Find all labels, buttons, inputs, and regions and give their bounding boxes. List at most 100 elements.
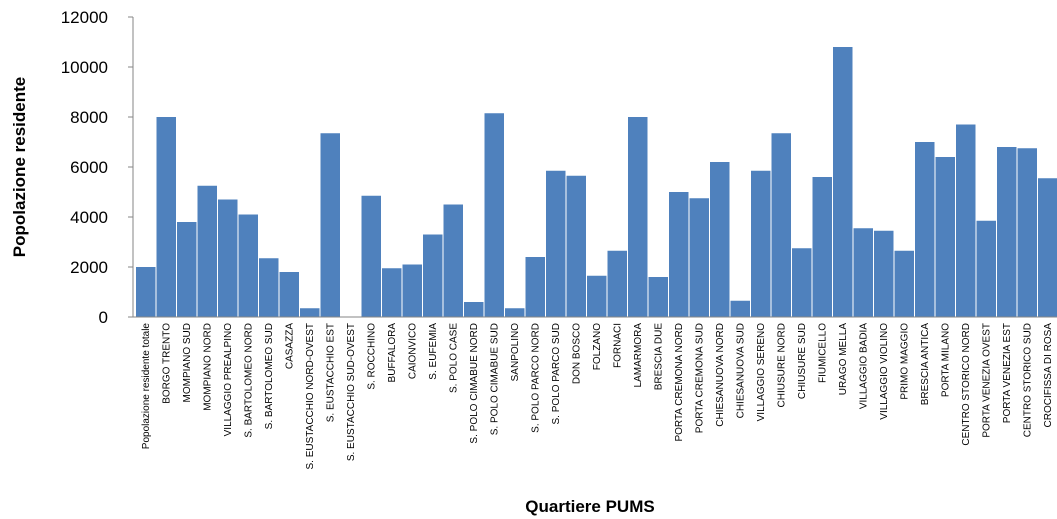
x-tick-label: CHIESANUOVA NORD (715, 323, 726, 427)
x-axis-title: Quartiere PUMS (525, 497, 654, 516)
x-tick-label: PRIMO MAGGIO (899, 323, 910, 400)
bar (874, 230, 894, 317)
x-tick-label: CHIUSURE NORD (776, 323, 787, 407)
x-tick-label: DON BOSCO (571, 323, 582, 384)
bar (997, 147, 1017, 317)
x-tick-label: MOMPIANO NORD (202, 323, 213, 411)
x-tick-label: S. POLO PARCO NORD (530, 323, 541, 433)
x-tick-label: PORTA CREMONA SUD (694, 323, 705, 433)
bar (238, 214, 258, 317)
bar (792, 248, 812, 317)
bar (935, 157, 955, 317)
bar (505, 308, 525, 317)
y-axis-title: Popolazione residente (10, 77, 29, 257)
bar (833, 47, 853, 317)
x-tick-label: BORGO TRENTO (161, 323, 172, 404)
x-tick-label: LAMARMORA (633, 323, 644, 388)
y-tick-label: 6000 (70, 158, 108, 177)
bar (423, 234, 443, 317)
x-tick-label: S. ROCCHINO (366, 323, 377, 390)
x-tick-label: FOLZANO (592, 323, 603, 370)
bar (1017, 148, 1037, 317)
bar (710, 162, 730, 317)
bar (218, 199, 238, 317)
bar (915, 142, 935, 317)
bar (546, 170, 566, 317)
bar (751, 170, 771, 317)
x-tick-label: S. POLO CIMABUE NORD (469, 323, 480, 444)
bar (320, 133, 340, 317)
y-tick-label: 10000 (61, 58, 108, 77)
y-tick-label: 2000 (70, 258, 108, 277)
x-tick-label: CROCIFISSA DI ROSA (1043, 323, 1054, 428)
x-tick-label: FORNACI (612, 323, 623, 368)
bar (669, 192, 689, 317)
x-tick-label: S. EUFEMIA (428, 323, 439, 380)
bar (443, 204, 463, 317)
x-tick-label: BRESCIA ANTICA (920, 323, 931, 406)
x-tick-label: S. EUSTACCHIO SUD-OVEST (346, 323, 357, 461)
y-tick-label: 0 (99, 308, 108, 327)
bar (648, 277, 668, 317)
bar (382, 268, 402, 317)
x-tick-label: CAIONVICO (407, 323, 418, 379)
x-tick-label: S. POLO PARCO SUD (551, 323, 562, 425)
bar (689, 198, 709, 317)
x-tick-label: S. BARTOLOMEO NORD (243, 323, 254, 438)
bars-group (136, 47, 1057, 317)
bar (566, 175, 586, 317)
bar (402, 264, 422, 317)
bar (361, 195, 381, 317)
bar (607, 250, 627, 317)
bar (853, 228, 873, 317)
x-tick-label: SANPOLINO (510, 323, 521, 382)
x-tick-label: MOMPIANO SUD (182, 323, 193, 402)
x-tick-label: CHIUSURE SUD (797, 323, 808, 399)
x-tick-label: PORTA CREMONA NORD (674, 323, 685, 442)
bar (976, 220, 996, 317)
bar (1038, 178, 1057, 317)
x-tick-label: S. POLO CASE (448, 323, 459, 393)
bar (136, 267, 156, 317)
y-ticks-group: 0 2000 4000 6000 8000 10000 12000 (61, 8, 133, 327)
bar (259, 258, 279, 317)
x-tick-label: BRESCIA DUE (653, 323, 664, 391)
bar (156, 117, 176, 317)
y-tick-label: 12000 (61, 8, 108, 27)
x-tick-label: VILLAGGIO PREALPINO (223, 323, 234, 437)
x-tick-label: Popolazione residente totale (141, 323, 152, 450)
bar (300, 308, 320, 317)
x-tick-label: BUFFALORA (387, 323, 398, 383)
bar (628, 117, 648, 317)
x-tick-label: CASAZZA (284, 323, 295, 369)
x-tick-label: CHIESANUOVA SUD (735, 323, 746, 418)
bar (956, 124, 976, 317)
x-tick-label: S. EUSTACCHIO EST (325, 323, 336, 422)
bar (464, 302, 484, 317)
x-tick-label: FIUMICELLO (817, 323, 828, 383)
bar (484, 113, 504, 317)
bar (812, 177, 832, 317)
x-tick-label: PORTA MILANO (940, 323, 951, 397)
x-ticks-group: Popolazione residente totale BORGO TRENTO… (141, 323, 1054, 470)
bar (525, 257, 545, 317)
bar (587, 275, 607, 317)
bar (279, 272, 299, 317)
bar (894, 250, 914, 317)
x-tick-label: CENTRO STORICO NORD (961, 323, 972, 446)
x-tick-label: PORTA VENEZIA OVEST (981, 323, 992, 438)
x-tick-label: VILLAGGIO VIOLINO (879, 323, 890, 420)
x-tick-label: URAGO MELLA (838, 323, 849, 396)
bar (177, 222, 197, 317)
x-tick-label: PORTA VENEZIA EST (1002, 323, 1013, 423)
x-tick-label: CENTRO STORICO SUD (1022, 323, 1033, 437)
x-tick-label: S. EUSTACCHIO NORD-OVEST (305, 323, 316, 470)
x-tick-label: S. BARTOLOMEO SUD (264, 323, 275, 429)
x-tick-label: VILLAGGIO BADIA (858, 323, 869, 409)
y-tick-label: 4000 (70, 208, 108, 227)
y-tick-label: 8000 (70, 108, 108, 127)
bar (730, 300, 750, 317)
x-tick-label: S. POLO CIMABUE SUD (489, 323, 500, 435)
bar (771, 133, 791, 317)
